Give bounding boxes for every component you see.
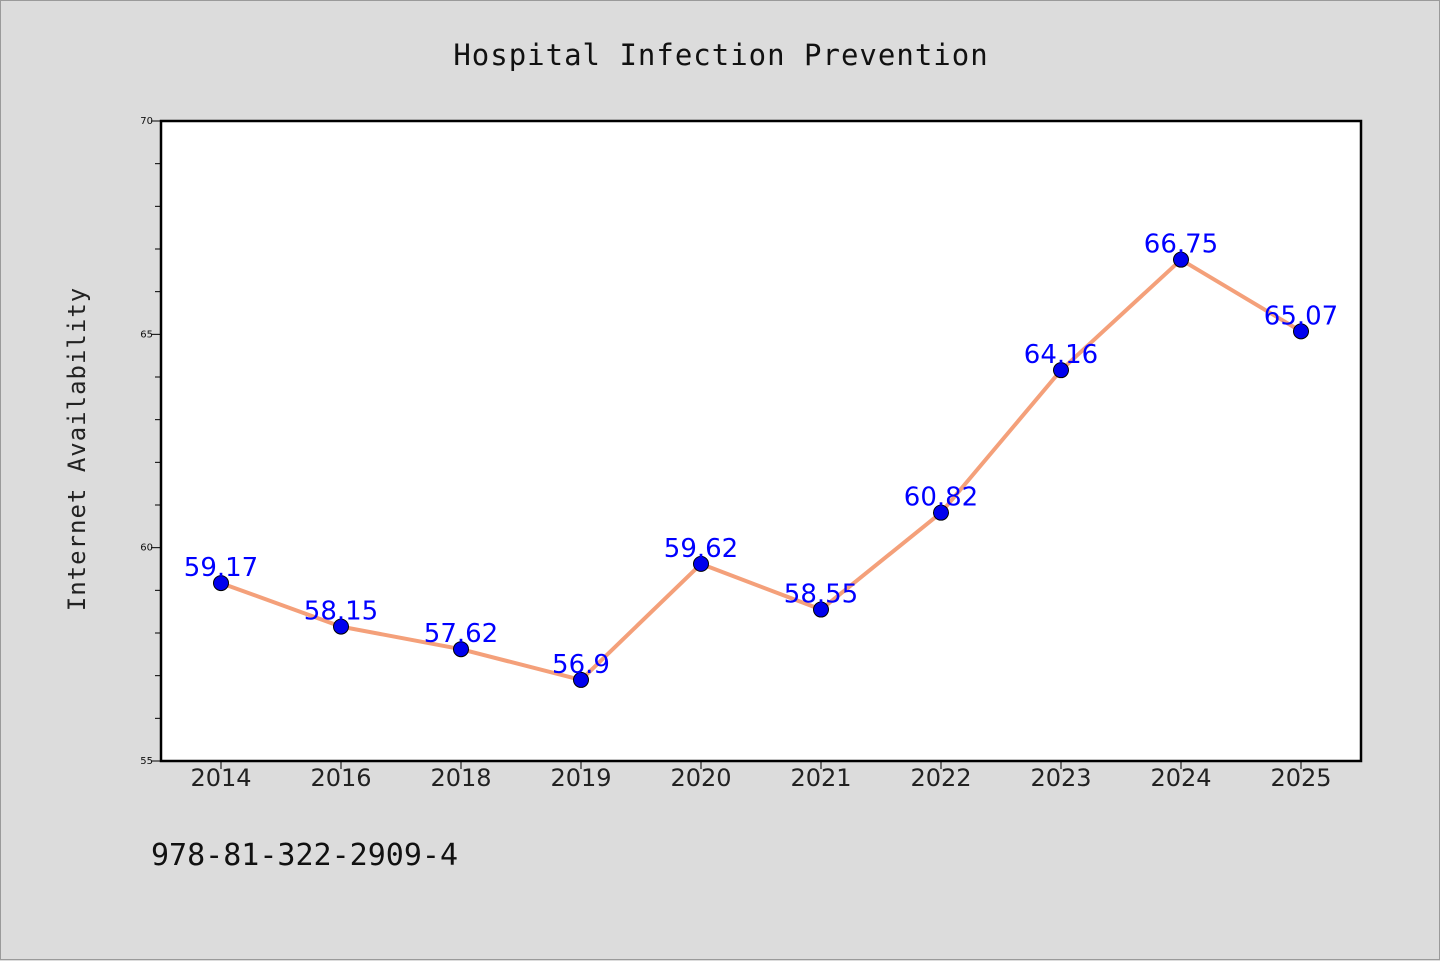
x-tick-label: 2021 (790, 764, 851, 792)
data-point-marker (813, 601, 829, 618)
y-tick-label: 70 (140, 116, 153, 127)
x-tick-label: 2018 (430, 764, 491, 792)
data-point-marker (333, 618, 349, 635)
series-line-group: 59.17 58.15 57.62 56.9 59.62 58.55 60.82 64.16 6… (184, 230, 1338, 688)
data-point-marker (693, 555, 709, 572)
data-label: 65.07 (1264, 301, 1338, 331)
data-label: 58.55 (784, 580, 858, 610)
data-label: 59.17 (184, 553, 258, 583)
data-label: 66.75 (1144, 230, 1218, 260)
plot-area (159, 119, 1363, 763)
data-label: 60.82 (904, 483, 978, 513)
x-tick-label: 2019 (550, 764, 611, 792)
data-point-marker (453, 641, 469, 658)
data-point-marker (573, 671, 589, 688)
data-point-marker (213, 575, 229, 592)
y-tick-label: 60 (140, 543, 153, 554)
y-tick-label: 65 (140, 329, 153, 340)
x-tick-label: 2025 (1270, 764, 1331, 792)
x-tick-label: 2024 (1150, 764, 1211, 792)
data-label: 56.9 (552, 650, 610, 680)
data-label: 64.16 (1024, 340, 1098, 370)
data-point-marker (1173, 251, 1189, 268)
x-tick-label: 2014 (190, 764, 251, 792)
axis-ticks: 55 60 65 70 2014 2016 2018 2019 2020 2021 2022 2023… (140, 116, 1331, 792)
x-tick-label: 2016 (310, 764, 371, 792)
data-label: 57.62 (424, 619, 498, 649)
data-point-marker (933, 504, 949, 521)
x-tick-label: 2020 (670, 764, 731, 792)
data-label: 59.62 (664, 534, 738, 564)
series-line (220, 257, 1303, 682)
data-point-marker (1053, 362, 1069, 379)
x-tick-label: 2022 (910, 764, 971, 792)
data-label: 58.15 (304, 597, 378, 627)
x-tick-label: 2023 (1030, 764, 1091, 792)
y-axis-label: Internet Availability (63, 287, 91, 611)
isbn-text: 978-81-322-2909-4 (151, 838, 458, 873)
y-tick-label: 55 (140, 756, 153, 767)
data-point-marker (1293, 323, 1309, 340)
chart-title: Hospital Infection Prevention (453, 38, 988, 72)
